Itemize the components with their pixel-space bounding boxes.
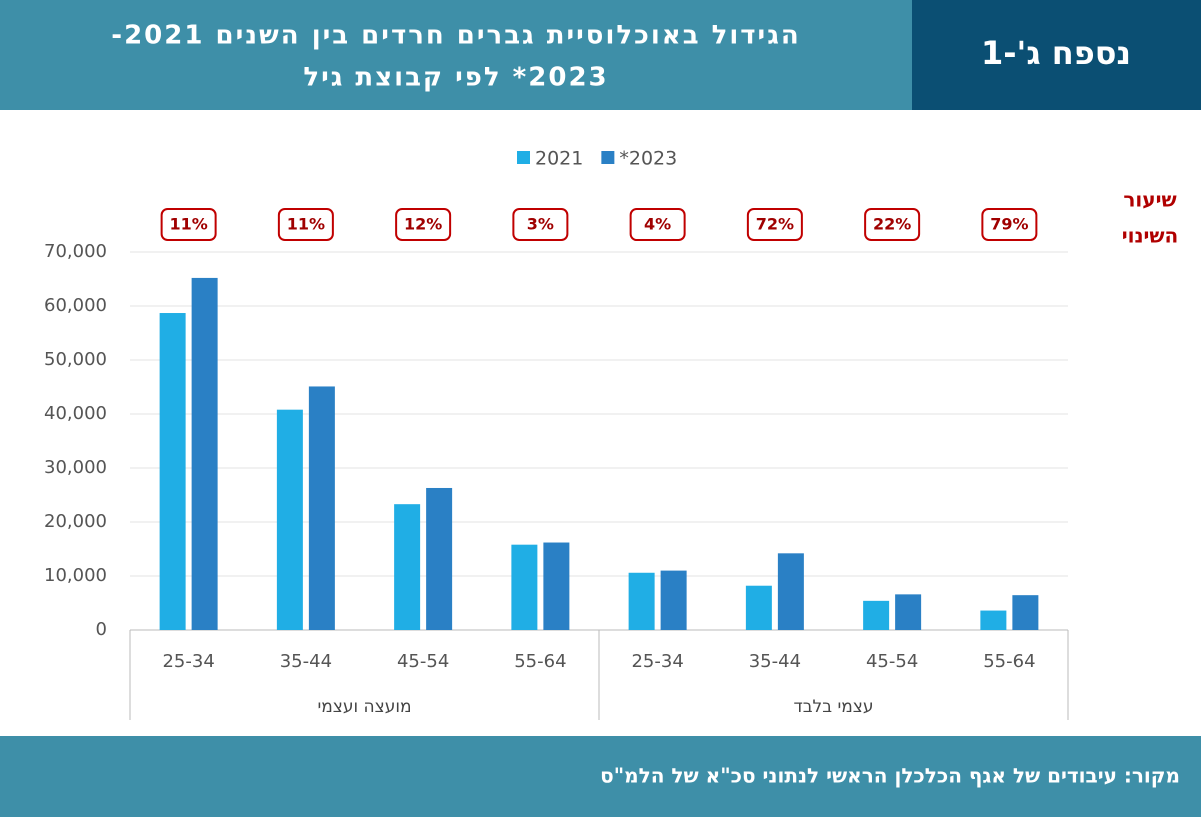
bar: [895, 594, 922, 630]
y-tick-label: 70,000: [44, 241, 107, 262]
footer-band: [0, 736, 1201, 817]
y-tick-label: 40,000: [44, 403, 107, 424]
title: 2023* לפי קבוצת גיל: [303, 63, 608, 93]
x-tick-label: 35-44: [749, 651, 801, 672]
bar: [276, 409, 303, 630]
bar: [863, 600, 890, 630]
change-box: [512, 208, 569, 241]
legend-swatch: [517, 151, 530, 164]
header-band: [0, 0, 912, 110]
legend-swatch: [601, 151, 615, 164]
x-tick-label: 55-64: [514, 651, 566, 672]
change-label: 3%: [527, 215, 554, 234]
change-box: [746, 208, 803, 241]
y-tick-label: 50,000: [44, 349, 107, 370]
source: מקור: עיבודים של אגף הכלכלן הראשי לנתוני…: [600, 764, 1180, 788]
change-label: 72%: [756, 215, 794, 234]
group-label: מועצה ועצמי: [317, 697, 411, 717]
legend-label: *2023: [619, 148, 677, 170]
legend-label: 2021: [535, 148, 583, 170]
change-label: 22%: [873, 215, 911, 234]
appendix-band: [912, 0, 1201, 110]
y-tick-label: 0: [96, 619, 107, 640]
y-tick-label: 60,000: [44, 295, 107, 316]
bar: [308, 386, 335, 630]
x-tick-label: 25-34: [162, 651, 214, 672]
change-box: [160, 208, 217, 241]
y-tick-label: 10,000: [44, 565, 107, 586]
change-title: השינוי: [1122, 224, 1179, 248]
change-label: 79%: [990, 215, 1028, 234]
bar: [543, 542, 570, 630]
x-tick-label: 45-54: [397, 651, 449, 672]
x-tick-label: 25-34: [631, 651, 683, 672]
y-tick-label: 30,000: [44, 457, 107, 478]
change-box: [277, 208, 334, 241]
bar: [191, 277, 218, 630]
appendix: נספח ג'-1: [981, 34, 1131, 72]
change-label: 11%: [287, 215, 325, 234]
change-box: [864, 208, 921, 241]
bar: [628, 572, 655, 630]
change-box: [981, 208, 1038, 241]
bar: [394, 504, 421, 630]
bar: [777, 553, 804, 630]
title: הגידול באוכלוסיית גברים חרדים בין השנים …: [111, 21, 800, 51]
x-tick-label: 55-64: [983, 651, 1035, 672]
bar: [426, 487, 453, 630]
group-label: עצמי בלבד: [793, 697, 873, 717]
bar: [745, 585, 772, 630]
change-label: 12%: [404, 215, 442, 234]
bar: [1012, 595, 1039, 630]
change-box: [395, 208, 452, 241]
bar: [980, 610, 1007, 630]
bar: [159, 313, 186, 630]
bar: [511, 544, 538, 630]
change-box: [629, 208, 686, 241]
change-label: 4%: [644, 215, 671, 234]
x-tick-label: 35-44: [280, 651, 332, 672]
x-tick-label: 45-54: [866, 651, 918, 672]
bar: [660, 570, 687, 630]
change-label: 11%: [169, 215, 207, 234]
change-title: שיעור: [1123, 188, 1176, 212]
y-tick-label: 20,000: [44, 511, 107, 532]
